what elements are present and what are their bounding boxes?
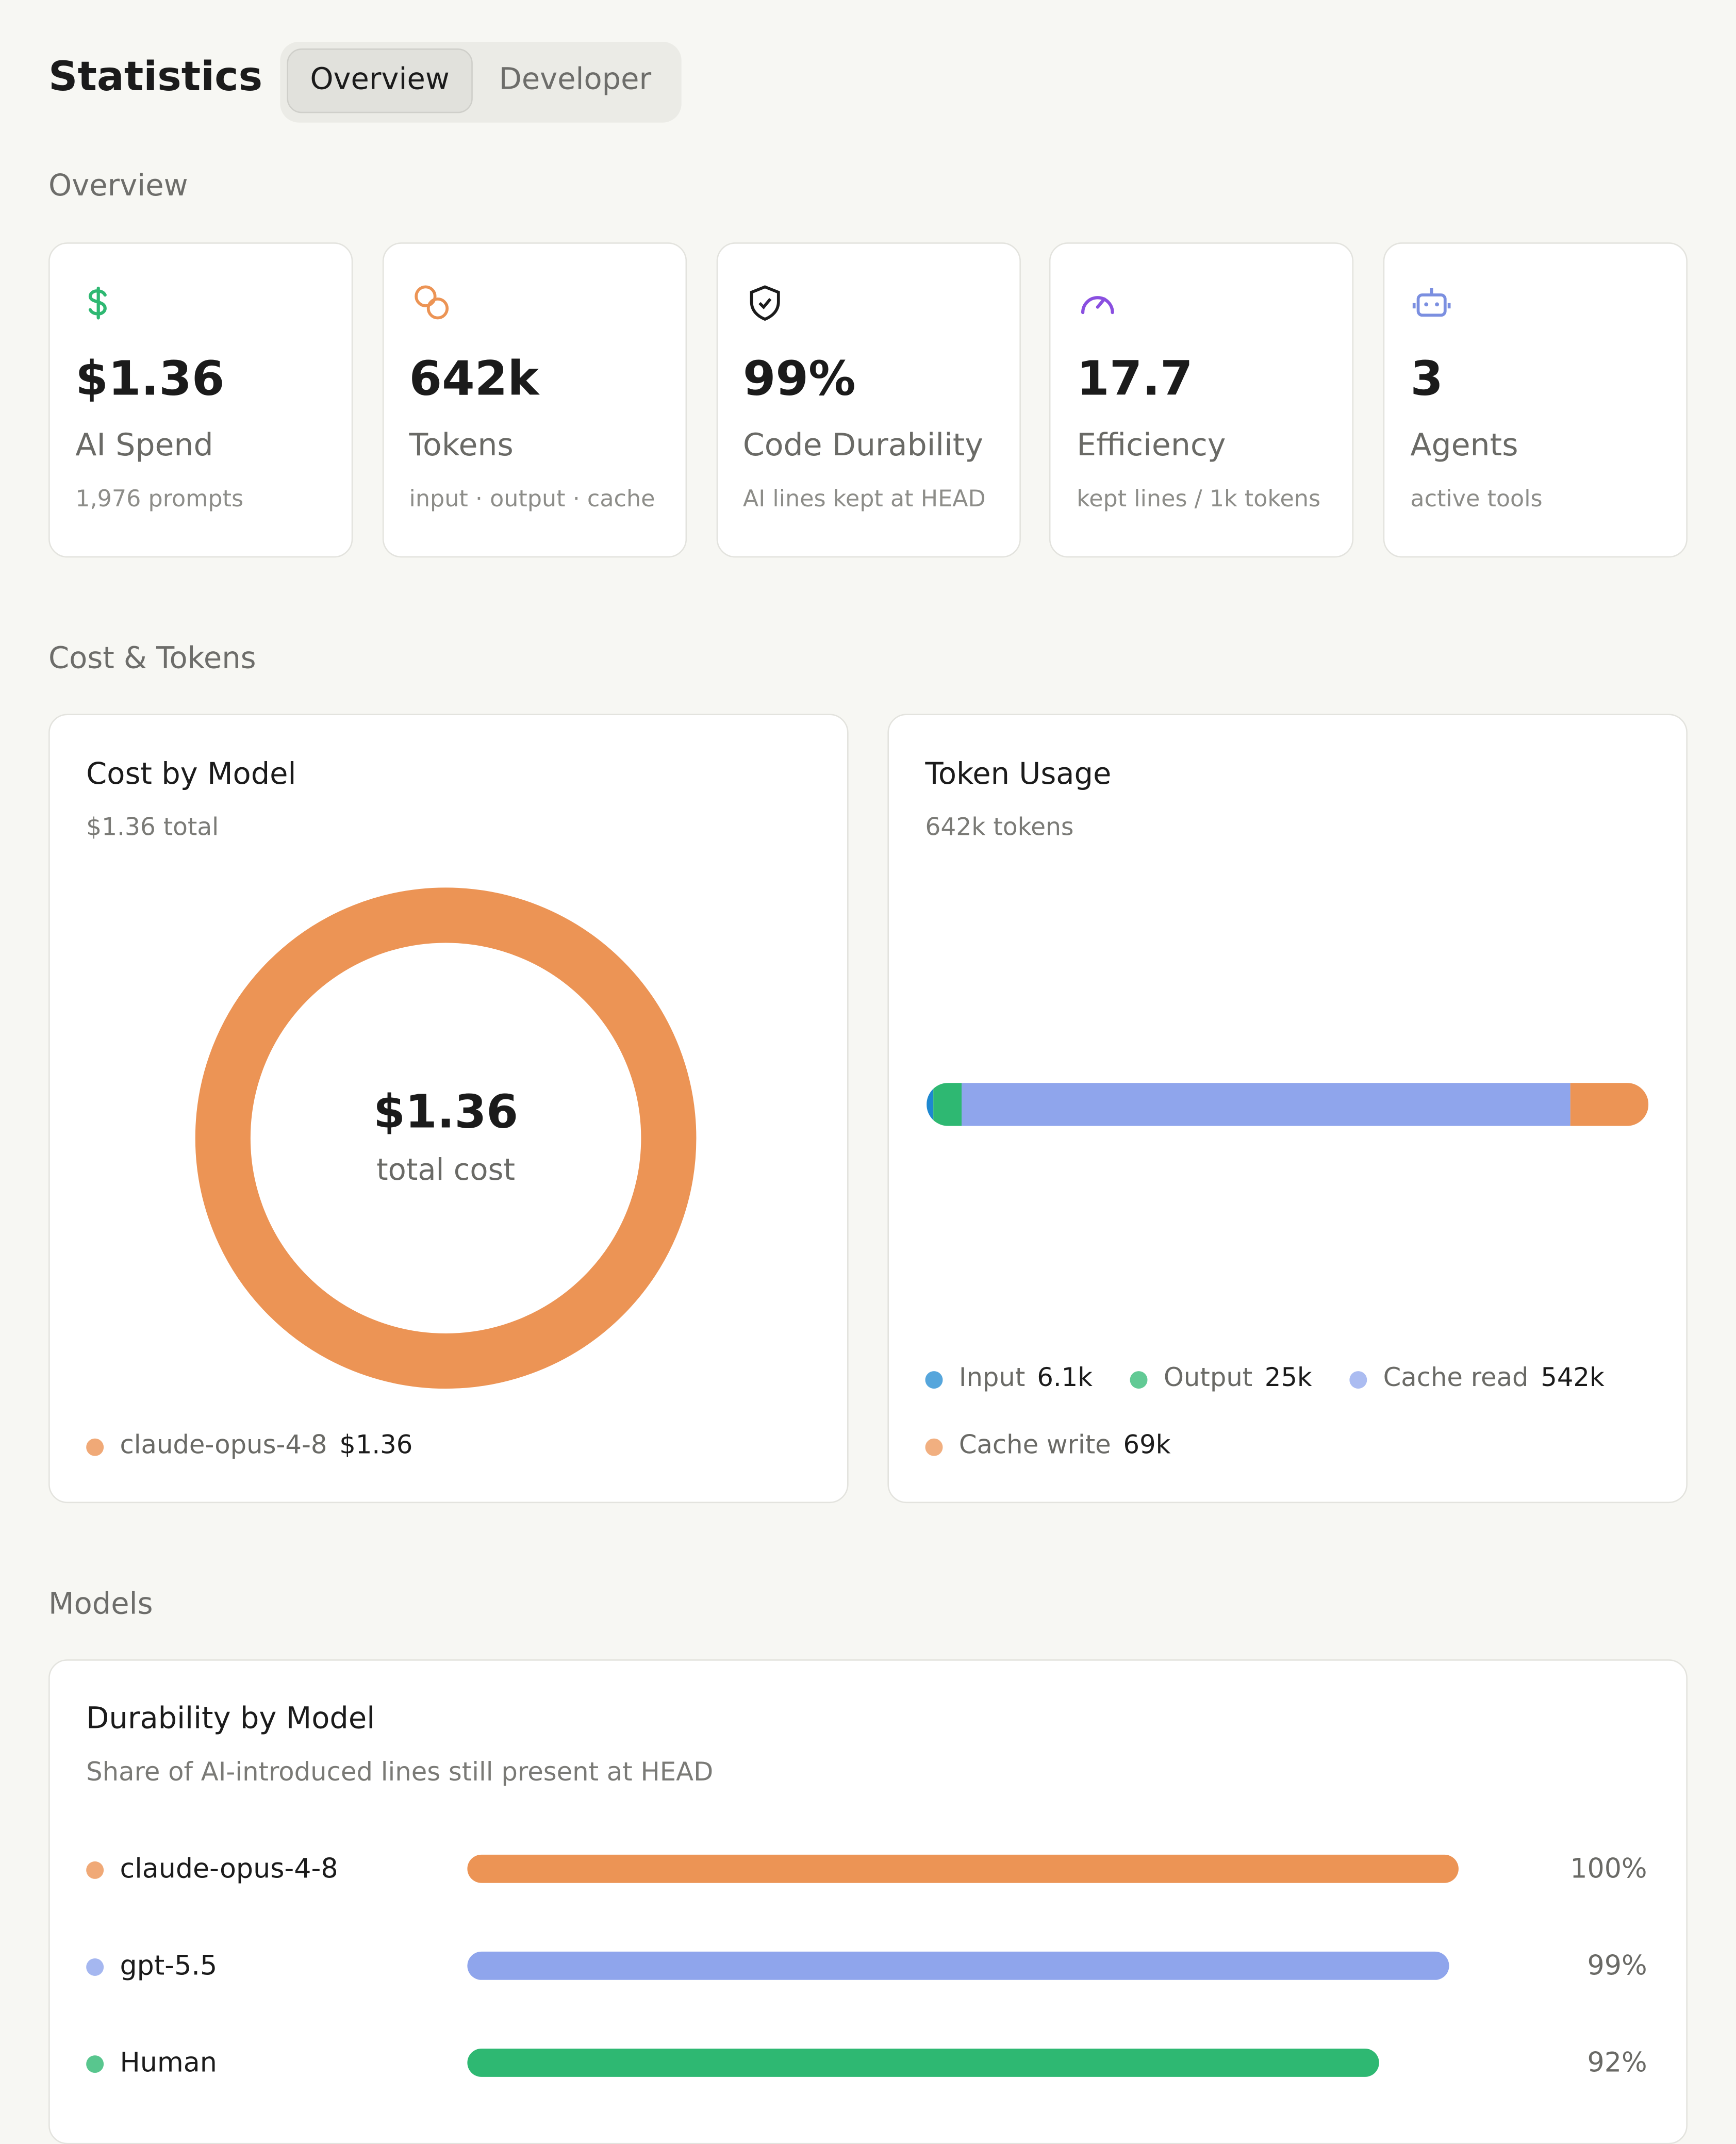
stat-card [48, 242, 353, 558]
tab[interactable]: Overview [287, 48, 473, 113]
bar-segment [933, 1083, 962, 1126]
row-value: 100% [1570, 1852, 1647, 1885]
card-title: Token Usage [925, 758, 1112, 792]
stat-card [382, 242, 687, 558]
stat-sub: input · output · cache [409, 486, 655, 514]
row-value: 92% [1587, 2046, 1647, 2079]
stat-icon [1413, 288, 1451, 317]
stat-value: $1.36 [75, 353, 225, 407]
legend-value: 6.1k [1037, 1363, 1093, 1393]
stat-sub: kept lines / 1k tokens [1077, 486, 1321, 514]
stat-icon [1082, 296, 1115, 315]
bar [467, 2049, 1380, 2077]
card-title: Cost by Model [86, 758, 296, 792]
card-subtitle: 642k tokens [925, 813, 1074, 842]
legend-value: $1.36 [339, 1430, 413, 1460]
bar [467, 1951, 1449, 1980]
legend-dot [925, 1371, 943, 1389]
bar [467, 1854, 1459, 1883]
stat-sub: active tools [1410, 486, 1543, 514]
card-subtitle: $1.36 total [86, 813, 219, 842]
legend-dot [86, 1861, 104, 1879]
stat-card [1049, 242, 1354, 558]
bar-segment [1570, 1083, 1649, 1126]
row-label: gpt-5.5 [120, 1949, 218, 1982]
stat-card [716, 242, 1020, 558]
page-title: Statistics [48, 54, 263, 101]
donut-chart [195, 887, 697, 1389]
stacked-bar [927, 1083, 1649, 1126]
legend-value: 69k [1123, 1430, 1171, 1460]
tab[interactable]: Developer [499, 63, 652, 97]
legend-dot [1130, 1371, 1148, 1389]
stat-value: 99% [742, 353, 856, 407]
legend-label: Cache read [1383, 1363, 1529, 1393]
legend-dot [86, 2055, 104, 2073]
row-label: Human [120, 2046, 217, 2079]
row-value: 99% [1587, 1949, 1647, 1982]
legend-label: Input [958, 1363, 1026, 1393]
legend-dot [1349, 1371, 1367, 1389]
legend-label: claude-opus-4-8 [120, 1430, 327, 1460]
section-title: Overview [48, 170, 188, 204]
section-title: Cost & Tokens [48, 642, 256, 677]
legend-value: 542k [1541, 1363, 1605, 1393]
legend-label: Output [1163, 1363, 1253, 1393]
legend-value: 25k [1264, 1363, 1312, 1393]
legend-dot [925, 1438, 943, 1456]
stat-sub: 1,976 prompts [75, 486, 244, 514]
legend-label: Cache write [958, 1430, 1111, 1460]
legend-dot [86, 1958, 104, 1976]
card-subtitle: Share of AI-introduced lines still prese… [86, 1757, 714, 1788]
row-label: claude-opus-4-8 [120, 1852, 338, 1885]
stat-label: Code Durability [742, 428, 983, 464]
card-title: Durability by Model [86, 1702, 375, 1736]
bar-segment [961, 1083, 1571, 1126]
stat-icon [88, 286, 107, 320]
stat-value: 3 [1410, 353, 1443, 407]
legend-dot [86, 1438, 104, 1456]
stat-value: 17.7 [1077, 353, 1193, 407]
stat-label: AI Spend [75, 428, 213, 464]
section-title: Models [48, 1588, 153, 1622]
stat-label: Tokens [409, 428, 514, 464]
stat-sub: AI lines kept at HEAD [742, 486, 986, 514]
stat-label: Agents [1410, 428, 1518, 464]
stat-label: Efficiency [1077, 428, 1226, 464]
donut-center-value: $1.36 [373, 1085, 519, 1140]
stat-icon [414, 285, 449, 320]
donut-center-label: total cost [376, 1154, 516, 1188]
donut-slice [195, 887, 697, 1389]
stat-value: 642k [409, 353, 539, 407]
stat-icon [749, 285, 780, 321]
